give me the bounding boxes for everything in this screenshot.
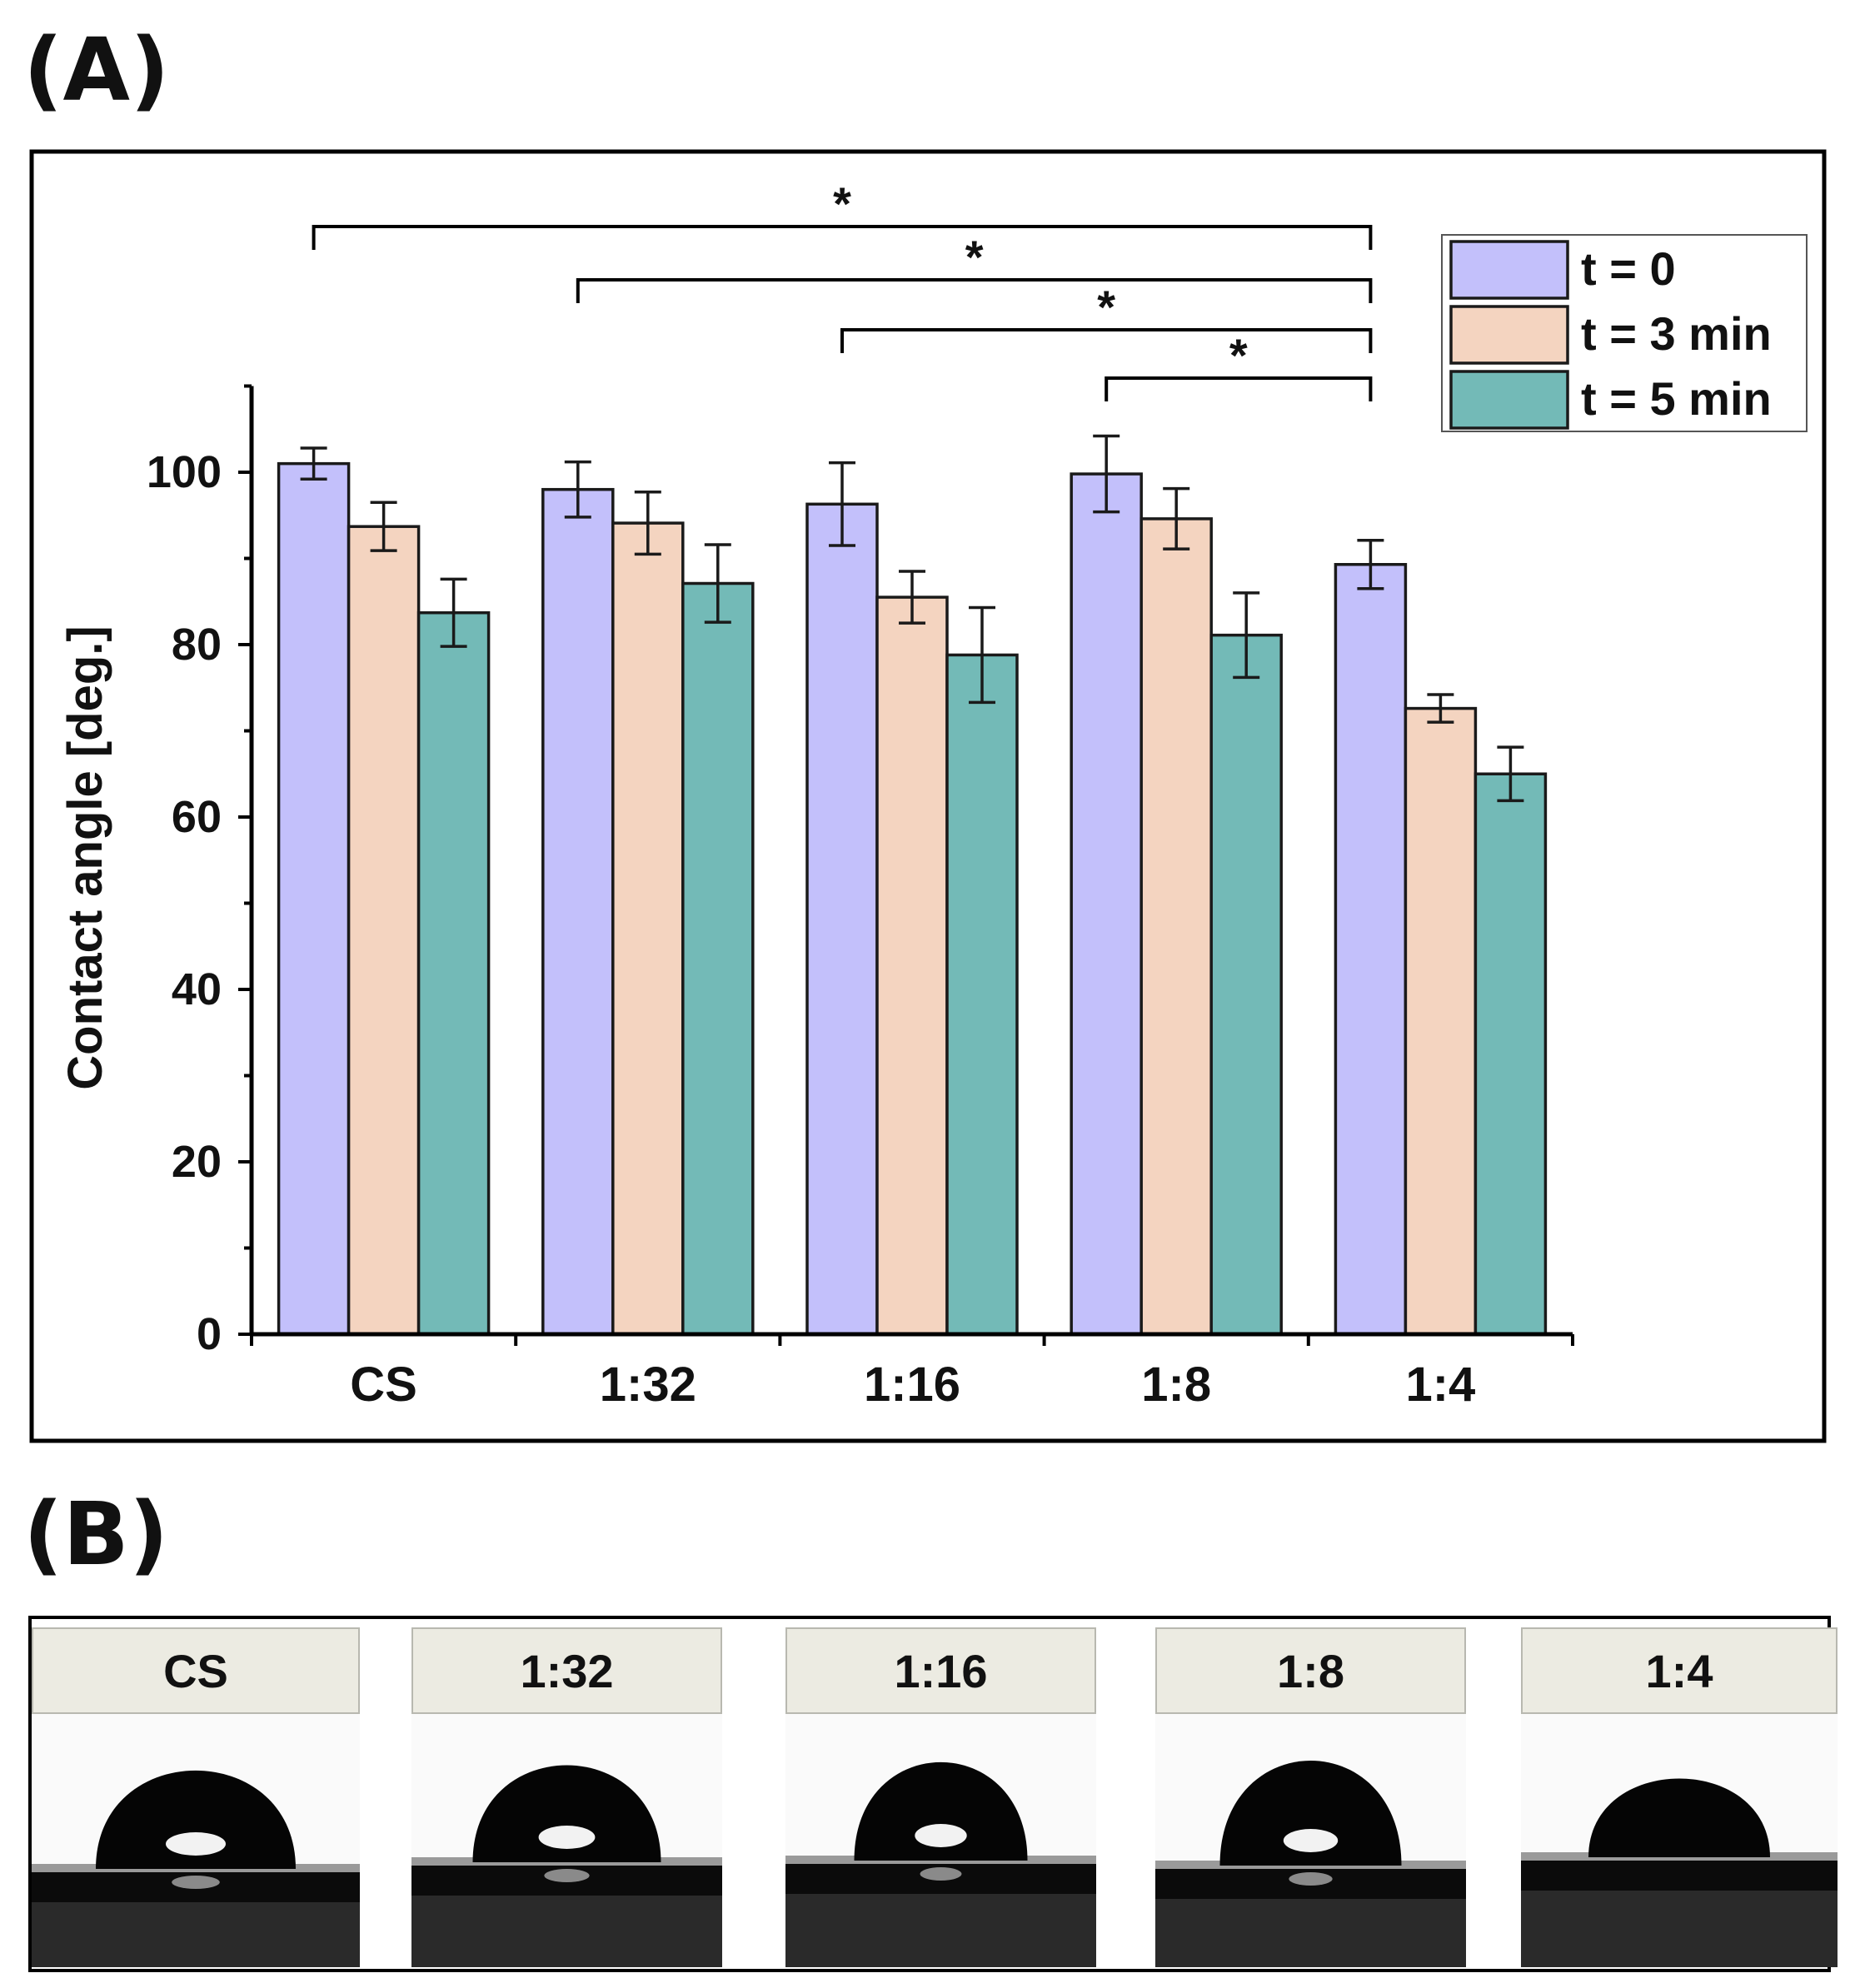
droplet-photo-CS: CS bbox=[32, 1627, 360, 1967]
bar-1-1:4 bbox=[1334, 562, 1408, 1336]
legend-swatch-3 bbox=[1449, 370, 1569, 430]
droplet bbox=[854, 1761, 1028, 1861]
bar-3-1:16 bbox=[945, 653, 1019, 1336]
substrate-shade bbox=[1521, 1891, 1838, 1967]
droplet bbox=[1588, 1778, 1770, 1857]
significance-bracket bbox=[1105, 376, 1373, 401]
droplet-highlight bbox=[915, 1824, 967, 1847]
y-tick-label: 100 bbox=[147, 447, 222, 497]
photo-label: 1:32 bbox=[411, 1627, 722, 1714]
legend-swatch-1 bbox=[1449, 240, 1569, 300]
bar-2-1:16 bbox=[875, 595, 949, 1336]
bar-3-CS bbox=[416, 610, 491, 1336]
x-tick-label-1:16: 1:16 bbox=[864, 1358, 960, 1412]
bar-1-CS bbox=[277, 461, 351, 1336]
photo-label: 1:8 bbox=[1155, 1627, 1466, 1714]
droplet-photo-strip: CS 1:32 1:16 1:8 1:4 bbox=[28, 1616, 1838, 1972]
chart-frame bbox=[29, 149, 1827, 1443]
y-tick-label: 0 bbox=[197, 1309, 222, 1359]
droplet-image bbox=[32, 1714, 360, 1967]
legend-label-1: t = 0 bbox=[1581, 242, 1676, 295]
significance-bracket bbox=[840, 328, 1373, 353]
bar-2-1:8 bbox=[1139, 517, 1213, 1336]
droplet-image bbox=[785, 1714, 1096, 1967]
bar-1-1:32 bbox=[541, 487, 615, 1336]
bar-3-1:4 bbox=[1474, 772, 1548, 1336]
droplet-photo-1:16: 1:16 bbox=[785, 1627, 1096, 1967]
substrate-shade bbox=[1155, 1899, 1466, 1967]
x-tick-label-1:32: 1:32 bbox=[600, 1358, 696, 1412]
significance-star: * bbox=[1097, 281, 1115, 333]
significance-bracket bbox=[576, 278, 1373, 303]
droplet-reflection bbox=[544, 1869, 590, 1882]
droplet-highlight bbox=[166, 1832, 226, 1856]
droplet-photo-1:32: 1:32 bbox=[411, 1627, 722, 1967]
droplet bbox=[472, 1765, 661, 1862]
droplet-highlight bbox=[1283, 1829, 1339, 1852]
contact-angle-bar-chart: 0 20 40 60 80 100 CS 1:32 1:16 1:8 1:4 Contact angl… bbox=[29, 149, 1827, 1443]
y-tick-label: 60 bbox=[172, 792, 222, 842]
droplet-image bbox=[1155, 1714, 1466, 1967]
substrate-shade bbox=[785, 1894, 1096, 1967]
photo-label: 1:4 bbox=[1521, 1627, 1838, 1714]
droplet-image bbox=[1521, 1714, 1838, 1967]
photo-label: 1:16 bbox=[785, 1627, 1096, 1714]
droplet-photo-1:4: 1:4 bbox=[1521, 1627, 1838, 1967]
droplet-image bbox=[411, 1714, 722, 1967]
y-axis-title: Contact angle [deg.] bbox=[58, 625, 112, 1089]
bar-2-CS bbox=[347, 525, 421, 1336]
bar-3-1:32 bbox=[681, 581, 755, 1336]
y-tick-label: 40 bbox=[172, 964, 222, 1014]
droplet-reflection bbox=[172, 1876, 220, 1889]
droplet bbox=[1219, 1761, 1402, 1866]
x-tick-label-1:8: 1:8 bbox=[1141, 1358, 1211, 1412]
droplet-photo-1:8: 1:8 bbox=[1155, 1627, 1466, 1967]
bar-1-1:16 bbox=[805, 502, 879, 1336]
bar-3-1:8 bbox=[1209, 633, 1283, 1336]
significance-star: * bbox=[965, 231, 984, 283]
droplet-reflection bbox=[920, 1867, 962, 1881]
bar-1-1:8 bbox=[1070, 472, 1143, 1336]
panel-label-a: (A) bbox=[23, 19, 170, 121]
substrate-shade bbox=[32, 1902, 360, 1967]
x-tick-label-CS: CS bbox=[350, 1358, 417, 1412]
legend-label-3: t = 5 min bbox=[1581, 372, 1772, 425]
significance-bracket bbox=[312, 225, 1373, 250]
significance-star: * bbox=[833, 177, 851, 230]
droplet bbox=[96, 1770, 296, 1869]
x-tick-label-1:4: 1:4 bbox=[1405, 1358, 1475, 1412]
legend-label-2: t = 3 min bbox=[1581, 307, 1772, 360]
droplet-reflection bbox=[1289, 1872, 1333, 1886]
y-tick-label: 20 bbox=[172, 1137, 222, 1187]
droplet-highlight bbox=[538, 1826, 596, 1849]
panel-label-b: (B) bbox=[23, 1483, 169, 1585]
bar-2-1:32 bbox=[611, 521, 685, 1336]
y-tick-label: 80 bbox=[172, 620, 222, 670]
significance-star: * bbox=[1229, 329, 1248, 381]
photo-label: CS bbox=[32, 1627, 360, 1714]
legend-swatch-2 bbox=[1449, 305, 1569, 365]
substrate-shade bbox=[411, 1896, 722, 1967]
bar-2-1:4 bbox=[1404, 706, 1478, 1336]
